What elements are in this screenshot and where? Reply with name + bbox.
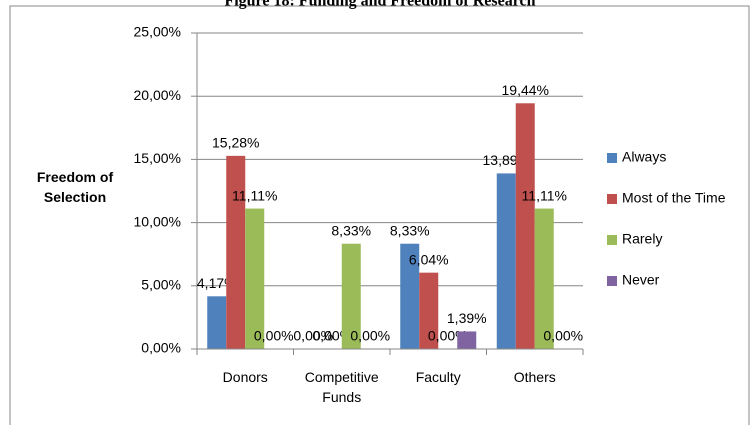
value-label: 0,00% xyxy=(293,328,333,344)
x-tick-label: Competitive Funds xyxy=(304,369,379,405)
bar xyxy=(534,208,554,349)
legend-swatch xyxy=(607,153,617,163)
bar xyxy=(419,272,439,349)
value-label: 6,04% xyxy=(409,251,449,267)
y-tick-label: 0,00% xyxy=(141,340,181,356)
bar xyxy=(245,208,265,349)
value-label: 15,28% xyxy=(212,135,259,151)
value-label: 0,00% xyxy=(350,328,390,344)
y-tick-label: 25,00% xyxy=(134,24,181,40)
legend-label: Most of the Time xyxy=(622,190,726,206)
legend-swatch xyxy=(607,276,617,286)
x-tick-label: Faculty xyxy=(415,369,461,385)
legend-swatch xyxy=(607,194,617,204)
bar xyxy=(515,103,535,349)
value-label: 19,44% xyxy=(502,82,549,98)
y-tick-label: 15,00% xyxy=(134,150,181,166)
chart-title: Figure 18: Funding and Freedom of Resear… xyxy=(224,0,535,10)
value-label: 0,00% xyxy=(543,328,583,344)
chart-frame xyxy=(9,5,750,425)
legend-label: Never xyxy=(622,272,660,288)
bar xyxy=(496,173,516,349)
value-label: 11,11% xyxy=(232,187,277,203)
legend-label: Rarely xyxy=(622,231,662,247)
y-tick-label: 5,00% xyxy=(141,277,181,293)
y-axis-label: Freedom of Selection xyxy=(36,169,114,205)
legend-label: Always xyxy=(622,149,666,165)
value-label: 1,39% xyxy=(447,310,487,326)
bar xyxy=(341,243,361,349)
bar xyxy=(226,155,246,349)
bar xyxy=(207,296,227,349)
value-label: 11,11% xyxy=(522,187,567,203)
y-tick-label: 10,00% xyxy=(134,213,181,229)
x-tick-label: Others xyxy=(513,369,556,385)
value-label: 8,33% xyxy=(331,222,371,238)
legend-swatch xyxy=(607,235,617,245)
value-label: 8,33% xyxy=(390,222,430,238)
x-tick-label: Donors xyxy=(222,369,268,385)
y-tick-label: 20,00% xyxy=(134,87,181,103)
value-label: 0,00% xyxy=(254,328,294,344)
bar xyxy=(400,243,420,349)
bar xyxy=(457,331,477,349)
